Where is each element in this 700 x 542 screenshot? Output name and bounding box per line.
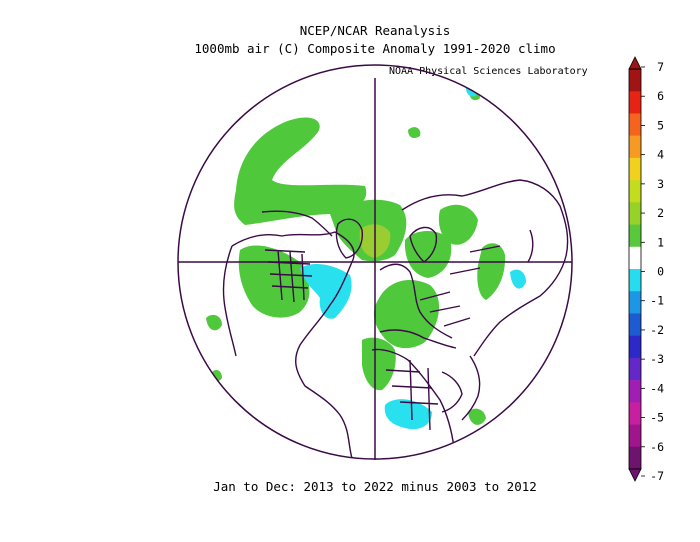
colorbar-tick-label: -2: [650, 323, 664, 337]
coastline-africa: [371, 348, 455, 449]
border-grid-usa: [264, 249, 313, 303]
colorbar-segment: [629, 202, 641, 225]
anomaly-patch-pacific: [234, 117, 367, 225]
anomaly-patch-europe: [404, 231, 452, 278]
colorbar-segment: [629, 357, 641, 381]
colorbar-segment: [629, 224, 641, 248]
colorbar-segment: [629, 157, 641, 181]
coastline-europe: [379, 263, 453, 339]
colorbar-tick-label: 1: [657, 235, 664, 249]
colorbar-tick-label: 4: [657, 148, 664, 162]
colorbar-tick-label: 7: [657, 60, 664, 74]
anomaly-patch-atlantic: [373, 280, 440, 349]
coastline-india: [461, 355, 481, 421]
coastline-asia-east: [473, 255, 567, 357]
anomaly-layer: [206, 87, 526, 430]
coastline-arabia: [441, 371, 463, 413]
colorbar-max-arrow: [628, 56, 642, 70]
coastline-north-america-west: [222, 245, 237, 357]
colorbar-outline: [628, 68, 642, 470]
coastlines: [222, 179, 569, 459]
colorbar-segment: [629, 335, 641, 359]
colorbar: 7 6 5 4 3 2 1 0 -1 -2 -3 -4 -5 -6 -7: [628, 56, 664, 483]
border-lines-europe-asia: [419, 245, 501, 327]
anomaly-patch-cold-africa: [384, 399, 432, 430]
colorbar-segment: [629, 291, 641, 314]
anomaly-patch-cold-canada: [300, 264, 352, 319]
colorbar-segment: [629, 246, 641, 270]
chart-subtitle: 1000mb air (C) Composite Anomaly 1991-20…: [194, 41, 556, 56]
anomaly-patch-east-asia: [477, 243, 506, 300]
colorbar-tick-label: 6: [657, 89, 664, 103]
colorbar-segment: [629, 269, 641, 292]
coastline-greenland: [335, 218, 363, 259]
anomaly-patch-africa: [362, 337, 396, 391]
anomaly-patch-siberia: [438, 204, 478, 245]
coastline-north-america: [231, 231, 355, 459]
colorbar-tick-label: -5: [650, 411, 664, 425]
colorbar-tick-label: -6: [650, 440, 664, 454]
colorbar-segment: [629, 135, 641, 159]
coastline-eurasia-north: [401, 179, 569, 257]
colorbar-tick-label: 2: [657, 206, 664, 220]
colorbar-segment: [629, 69, 641, 92]
colorbar-segment: [629, 113, 641, 136]
colorbar-tick-label: -3: [650, 352, 664, 366]
colorbar-segment: [629, 380, 641, 403]
coastline-alaska: [261, 210, 333, 237]
colorbar-segment: [629, 91, 641, 114]
colorbar-segment: [629, 446, 641, 470]
border-lines-africa: [385, 359, 439, 431]
anomaly-patch-small-2: [468, 408, 486, 425]
colorbar-segment: [629, 424, 641, 448]
coastline-japan: [527, 229, 534, 263]
colorbar-tick-label: -4: [650, 381, 664, 395]
anomaly-patch-small-1: [206, 314, 222, 331]
map-boundary-circle: [177, 64, 573, 460]
colorbar-segment: [629, 180, 641, 203]
caption: Jan to Dec: 2013 to 2022 minus 2003 to 2…: [213, 479, 537, 494]
colorbar-segment: [629, 313, 641, 336]
colorbar-tick-label: 5: [657, 118, 664, 132]
coastline-scandinavia: [409, 226, 438, 263]
chart-title: NCEP/NCAR Reanalysis: [299, 23, 451, 38]
colorbar-tick-label: -7: [650, 469, 664, 483]
colorbar-tick-label: -1: [650, 294, 664, 308]
coastline-mediterranean: [379, 329, 457, 349]
colorbar-segment: [629, 402, 641, 425]
anomaly-patch-canada: [238, 245, 310, 318]
colorbar-tick-label: 0: [657, 265, 664, 279]
anomaly-patch-cold-asia: [510, 269, 526, 289]
colorbar-tick-label: 3: [657, 177, 664, 191]
credit-label: NOAA Physical Sciences Laboratory: [389, 66, 588, 77]
anomaly-patch-small-4: [408, 127, 421, 138]
